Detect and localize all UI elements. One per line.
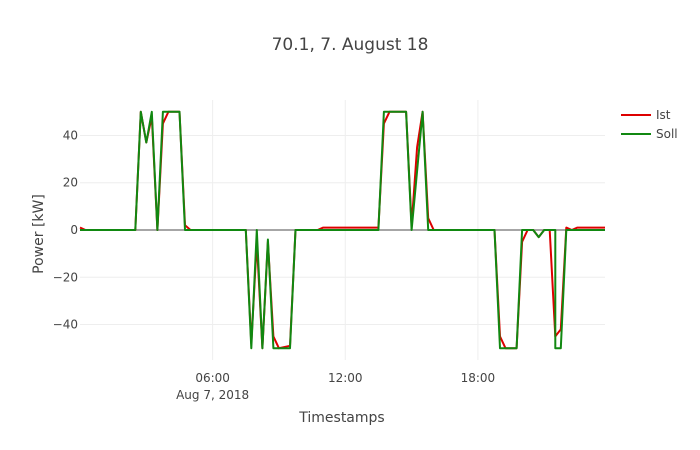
x-tick-sublabel: Aug 7, 2018 bbox=[176, 388, 249, 402]
chart-title: 70.1, 7. August 18 bbox=[272, 35, 429, 55]
x-tick-label: 12:00 bbox=[328, 371, 363, 385]
x-tick-label: 06:00 bbox=[195, 371, 230, 385]
y-tick-label: 40 bbox=[63, 128, 78, 142]
legend-item-ist[interactable]: Ist bbox=[621, 108, 671, 122]
y-tick-label: −40 bbox=[53, 318, 78, 332]
x-tick-labels: 06:00 Aug 7, 2018 12:00 18:00 bbox=[176, 371, 495, 402]
legend[interactable]: Ist Soll bbox=[621, 108, 678, 141]
x-tick-label: 18:00 bbox=[461, 371, 496, 385]
y-tick-label: −20 bbox=[53, 270, 78, 284]
legend-label: Soll bbox=[656, 127, 678, 141]
y-tick-labels: −40 −20 0 20 40 bbox=[53, 128, 78, 331]
y-axis-title: Power [kW] bbox=[31, 194, 47, 274]
series-line-soll bbox=[80, 110, 605, 350]
x-axis-title: Timestamps bbox=[298, 410, 384, 426]
series-group bbox=[79, 110, 605, 350]
y-tick-label: 0 bbox=[70, 223, 78, 237]
y-tick-label: 20 bbox=[63, 176, 78, 190]
legend-label: Ist bbox=[656, 108, 671, 122]
legend-item-soll[interactable]: Soll bbox=[621, 127, 678, 141]
